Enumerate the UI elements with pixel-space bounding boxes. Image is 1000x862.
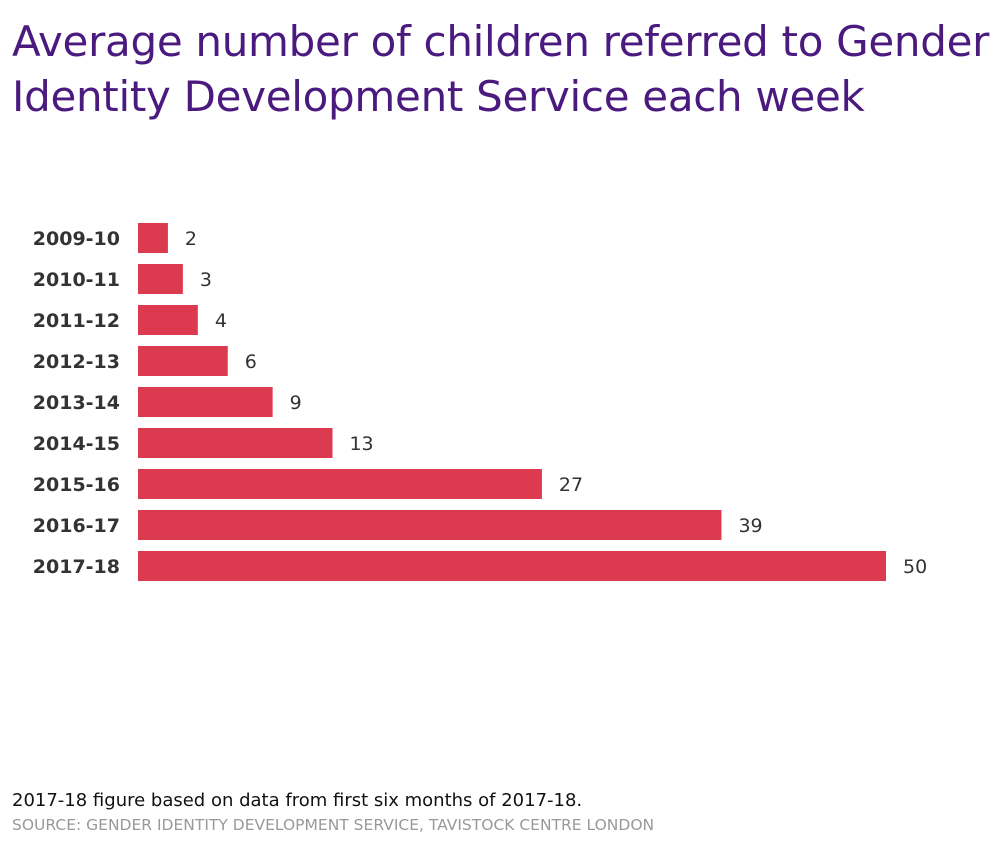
bar [138, 387, 273, 417]
category-label: 2014-15 [33, 433, 120, 455]
category-label: 2013-14 [33, 392, 120, 414]
category-label: 2010-11 [33, 269, 120, 291]
bar-chart: 2009-10 2 2010-11 3 2011-12 4 2012-13 6 2013-14 9… [33, 223, 927, 581]
category-label: 2009-10 [33, 228, 120, 250]
value-label: 50 [903, 556, 927, 578]
category-label: 2016-17 [33, 515, 120, 537]
value-label: 39 [738, 515, 762, 537]
value-label: 4 [215, 310, 227, 332]
bar [138, 346, 228, 376]
source-credit: SOURCE: GENDER IDENTITY DEVELOPMENT SERV… [12, 816, 655, 834]
value-label: 2 [185, 228, 197, 250]
category-label: 2012-13 [33, 351, 120, 373]
bar [138, 223, 168, 253]
footnote: 2017-18 figure based on data from first … [12, 790, 583, 811]
bar [138, 428, 333, 458]
bar [138, 510, 722, 540]
value-label: 13 [349, 433, 373, 455]
category-label: 2011-12 [33, 310, 120, 332]
value-label: 3 [200, 269, 212, 291]
category-label: 2015-16 [33, 474, 120, 496]
bar [138, 305, 198, 335]
value-label: 9 [290, 392, 302, 414]
category-label: 2017-18 [33, 556, 120, 578]
bar [138, 551, 886, 581]
value-label: 6 [245, 351, 257, 373]
bar [138, 264, 183, 294]
value-label: 27 [559, 474, 583, 496]
chart-title: Average number of children referred to G… [12, 17, 990, 121]
bar [138, 469, 542, 499]
